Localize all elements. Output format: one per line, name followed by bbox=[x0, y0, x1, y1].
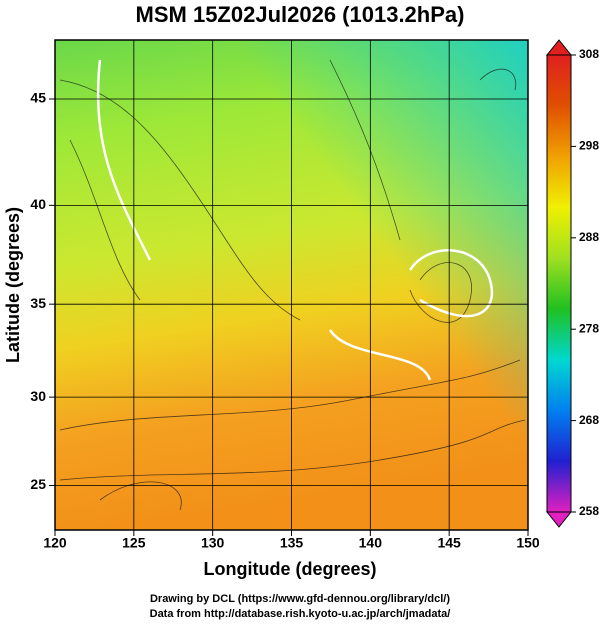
x-tick-label: 140 bbox=[359, 535, 383, 551]
x-tick-label: 145 bbox=[437, 535, 461, 551]
colorbar bbox=[546, 54, 572, 513]
x-tick-label: 120 bbox=[43, 535, 67, 551]
colorbar-tick-label: 268 bbox=[579, 413, 599, 427]
x-axis-label: Longitude (degrees) bbox=[203, 559, 376, 579]
colorbar-tick-label: 278 bbox=[579, 321, 599, 335]
contours bbox=[96, 59, 494, 381]
y-tick-label: 45 bbox=[30, 90, 46, 106]
colorbar-tick-label: 258 bbox=[579, 504, 599, 518]
title: MSM 15Z02Jul2026 (1013.2hPa) bbox=[136, 2, 465, 27]
colorbar-tick-label: 298 bbox=[579, 139, 599, 153]
y-axis-label: Latitude (degrees) bbox=[3, 207, 23, 363]
colorbar-tick-label: 308 bbox=[579, 47, 599, 61]
y-tick-label: 25 bbox=[30, 476, 46, 492]
colorbar-extend-top bbox=[545, 39, 573, 56]
streamlines bbox=[59, 59, 526, 511]
x-tick-label: 125 bbox=[122, 535, 146, 551]
colorbar-extend-bottom bbox=[545, 511, 573, 528]
y-tick-label: 35 bbox=[30, 295, 46, 311]
credit-line: Drawing by DCL (https://www.gfd-dennou.o… bbox=[150, 593, 450, 605]
y-tick-label: 30 bbox=[30, 388, 46, 404]
x-tick-label: 130 bbox=[201, 535, 225, 551]
y-tick-label: 40 bbox=[30, 196, 46, 212]
credit-line: Data from http://database.rish.kyoto-u.a… bbox=[150, 608, 451, 620]
colorbar-tick-label: 288 bbox=[579, 230, 599, 244]
x-tick-label: 135 bbox=[280, 535, 304, 551]
x-tick-label: 150 bbox=[516, 535, 540, 551]
